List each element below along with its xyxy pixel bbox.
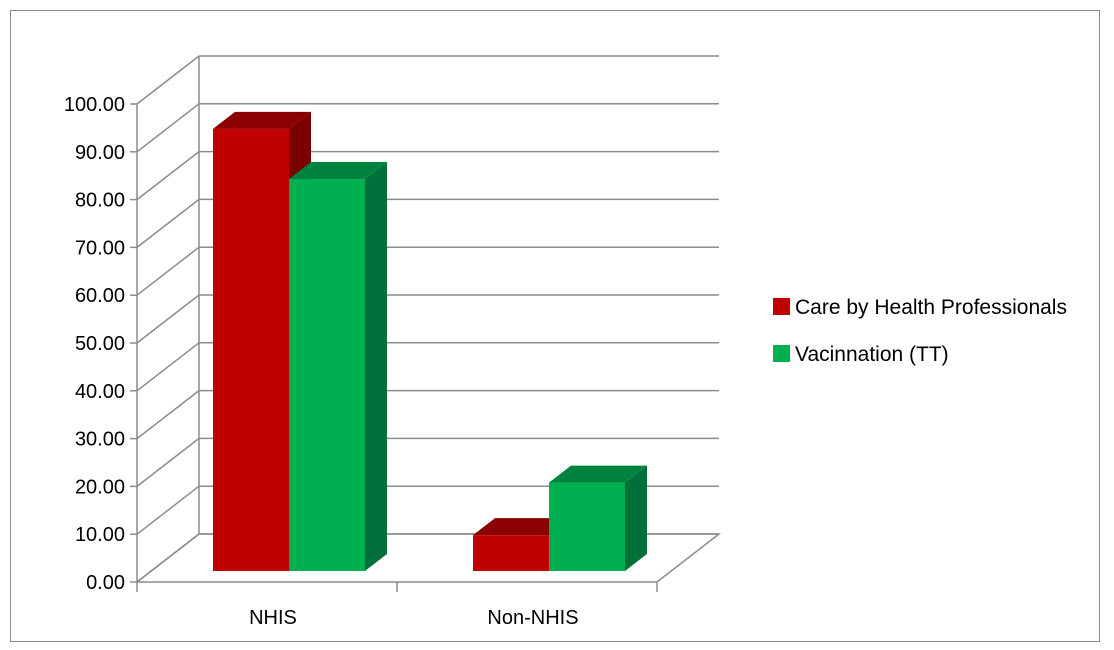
side-gridline xyxy=(136,485,200,535)
bar xyxy=(549,465,647,571)
bar-top xyxy=(473,518,571,536)
bar-side xyxy=(625,465,647,571)
y-tick-label: 30.00 xyxy=(75,429,125,451)
y-tick-label: 60.00 xyxy=(75,285,125,307)
bar-side xyxy=(365,162,387,572)
floor xyxy=(134,533,722,583)
bar xyxy=(289,162,387,572)
legend-swatch xyxy=(773,345,790,362)
side-gridline xyxy=(136,437,200,487)
y-tick-label: 40.00 xyxy=(75,381,125,403)
y-tick-label: 100.00 xyxy=(64,94,125,116)
y-tick-label: 70.00 xyxy=(75,237,125,259)
y-tick-label: 20.00 xyxy=(75,476,125,498)
x-category-label: Non-NHIS xyxy=(487,607,578,629)
bar xyxy=(213,111,311,571)
bar-front xyxy=(473,535,549,571)
x-category-label: NHIS xyxy=(249,607,297,629)
legend-swatch xyxy=(773,298,790,315)
bar-top xyxy=(549,465,647,483)
labels: 0.00 10.00 20.00 30.00 40.00 50.00 60.00 70.00 8… xyxy=(64,94,579,629)
bar-top xyxy=(213,111,311,129)
side-gridline xyxy=(136,390,200,440)
legend-label: Care by Health Professionals xyxy=(795,296,1067,319)
side-gridline xyxy=(136,342,200,392)
side-gridline xyxy=(136,55,200,105)
legend: Care by Health Professionals Vacinnation … xyxy=(773,296,1067,366)
side-gridline xyxy=(136,103,200,153)
axes xyxy=(130,103,658,592)
bar-top xyxy=(289,162,387,180)
chart-frame xyxy=(10,10,1100,642)
bars xyxy=(213,111,647,572)
side-gridline xyxy=(136,246,200,296)
y-tick-label: 10.00 xyxy=(75,524,125,546)
bar-front xyxy=(213,128,289,571)
y-tick-label: 50.00 xyxy=(75,333,125,355)
side-gridline xyxy=(136,198,200,248)
y-tick-label: 80.00 xyxy=(75,190,125,212)
side-gridline xyxy=(136,294,200,344)
side-gridline xyxy=(136,151,200,201)
bar-front xyxy=(289,179,365,572)
legend-label: Vacinnation (TT) xyxy=(795,343,949,366)
bar-front xyxy=(549,482,625,571)
y-tick-label: 90.00 xyxy=(75,142,125,164)
y-tick-label: 0.00 xyxy=(86,572,125,594)
